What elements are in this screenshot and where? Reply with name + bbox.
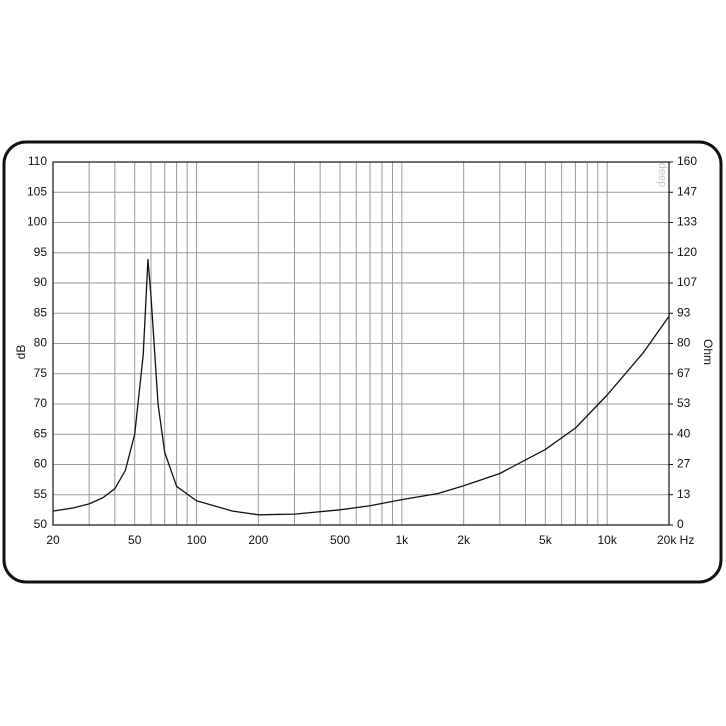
y-tick-label: 90	[34, 275, 48, 289]
y2-tick-label: 93	[677, 305, 691, 319]
y2-axis-label: Ohm	[701, 339, 715, 365]
frame	[2, 140, 723, 584]
y2-tick-label: 0	[677, 517, 684, 531]
x-tick-label: 500	[330, 533, 350, 547]
y2-tick-label: 120	[677, 245, 697, 259]
y2-tick-label: 133	[677, 215, 697, 229]
y-tick-label: 70	[34, 396, 48, 410]
y2-tick-label: 67	[677, 366, 691, 380]
y-tick-label: 80	[34, 336, 48, 350]
plot-border	[52, 161, 670, 526]
y-tick-label: 110	[28, 154, 47, 168]
y-tick-label: 105	[27, 184, 47, 198]
watermark: deep	[656, 163, 668, 187]
y2-tick-label: 107	[677, 275, 697, 289]
y2-tick-label: 53	[677, 396, 691, 410]
x-tick-label: 10k	[598, 533, 618, 547]
x-tick-label: 20	[46, 533, 60, 547]
y2-tick-label: 40	[677, 426, 691, 440]
y-tick-label: 60	[34, 457, 48, 471]
y-tick-label: 85	[34, 305, 48, 319]
y2-tick-label: 80	[677, 336, 691, 350]
y-tick-label: 95	[34, 245, 48, 259]
y-tick-label: 50	[34, 517, 48, 531]
y2-tick-label: 27	[677, 457, 691, 471]
y2-tick-label: 13	[677, 487, 691, 501]
impedance-line	[52, 258, 670, 516]
x-tick-label: 2k	[457, 533, 471, 547]
y-tick-label: 75	[34, 366, 48, 380]
x-tick-label: 100	[187, 533, 207, 547]
y-tick-label: 100	[27, 215, 47, 229]
y-axis-label: dB	[14, 345, 28, 360]
x-tick-label: 1k	[396, 533, 410, 547]
y2-tick-label: 147	[677, 184, 697, 198]
y-tick-label: 65	[34, 426, 48, 440]
x-tick-label: 50	[128, 533, 142, 547]
x-tick-label: 200	[248, 533, 268, 547]
y-tick-label: 55	[34, 487, 48, 501]
y2-tick-label: 160	[677, 154, 697, 168]
x-tick-label: 5k	[539, 533, 553, 547]
x-tick-label: 20k Hz	[657, 533, 694, 547]
